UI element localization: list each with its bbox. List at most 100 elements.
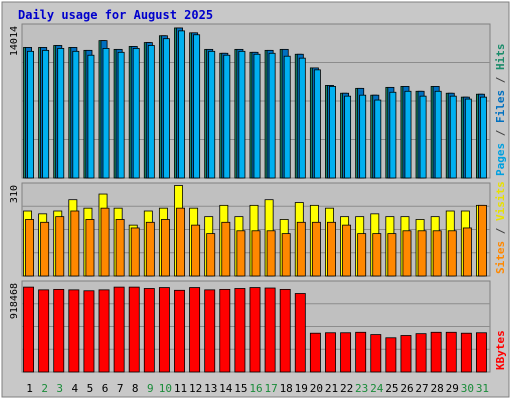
day-label-5: 5 [87,382,94,395]
bar-sites-day-19 [296,221,306,277]
bar-kbytes-day-19 [294,293,306,373]
bar-sites-day-21 [327,221,336,277]
bar-pages-day-16 [253,53,261,179]
bar-kbytes-day-26 [400,335,412,373]
bar-kbytes-day-3 [53,288,65,373]
bar-kbytes-day-29 [445,331,457,373]
day-label-12: 12 [189,382,202,395]
bar-kbytes-day-13 [204,289,216,373]
bar-pages-day-14 [223,54,231,179]
bar-pages-day-2 [42,49,50,179]
bar-pages-day-1 [27,50,34,179]
bar-sites-day-16 [251,230,261,277]
bar-kbytes-day-4 [68,289,80,373]
bar-kbytes-day-5 [83,290,95,373]
legend-label: Files [494,90,507,123]
bar-pages-day-13 [208,50,216,179]
day-label-21: 21 [325,382,338,395]
panel-bottom-max-label: 918468 [9,283,20,319]
day-label-30: 30 [461,382,474,395]
bar-kbytes-day-10 [158,287,170,373]
bar-sites-day-26 [402,230,412,277]
bar-pages-day-10 [162,38,170,179]
bar-sites-day-22 [342,224,352,277]
day-label-8: 8 [132,382,139,395]
bar-sites-day-6 [100,207,110,277]
day-label-24: 24 [370,382,384,395]
day-label-23: 23 [355,382,368,395]
bar-pages-day-30 [464,98,472,179]
bar-kbytes-day-8 [128,286,140,373]
bar-sites-day-27 [417,230,427,277]
day-label-17: 17 [264,382,277,395]
bar-pages-day-26 [404,90,412,179]
bar-pages-day-28 [434,90,442,179]
bar-pages-day-25 [389,91,397,179]
day-label-11: 11 [174,382,187,395]
legend-label: Sites [494,241,507,274]
bar-sites-day-5 [85,219,95,277]
bar-sites-day-30 [462,227,472,277]
bar-pages-day-19 [298,57,306,179]
chart-panels: 14014 Pages / Files / Hits 310 Sites / Visi… [9,23,507,373]
bar-kbytes-day-30 [460,332,472,373]
bar-kbytes-day-11 [174,289,185,373]
bar-sites-day-2 [40,221,50,277]
legend-label: Hits [494,44,507,71]
bar-pages-day-31 [479,96,487,179]
bar-sites-day-9 [145,221,155,277]
panel-middle-legend: Sites / Visits [494,181,507,274]
bar-kbytes-day-20 [309,332,321,373]
bar-sites-day-1 [25,219,35,277]
bar-kbytes-day-22 [340,332,352,373]
bar-kbytes-day-1 [23,286,35,373]
bar-pages-day-29 [449,95,457,179]
day-label-20: 20 [310,382,323,395]
day-label-28: 28 [431,382,444,395]
day-label-3: 3 [56,382,63,395]
bar-pages-day-17 [268,52,276,179]
day-label-13: 13 [204,382,217,395]
bar-sites-day-14 [221,221,231,277]
panel-top-legend: Pages / Files / Hits [494,44,507,177]
bar-pages-day-15 [238,50,246,179]
panel-top: 14014 Pages / Files / Hits [9,23,507,179]
bar-kbytes-day-27 [415,333,427,373]
bar-pages-day-7 [117,51,125,179]
bar-sites-day-23 [357,233,367,277]
bar-sites-day-24 [372,233,382,277]
legend-label: / [494,123,507,143]
bar-sites-day-18 [281,233,291,277]
bar-pages-day-21 [329,86,336,179]
day-label-22: 22 [340,382,353,395]
bar-kbytes-day-6 [98,289,110,373]
bar-kbytes-day-12 [189,287,201,373]
legend-label: Pages [494,143,507,176]
legend-label: / [494,70,507,90]
bar-pages-day-20 [313,69,321,179]
day-label-16: 16 [249,382,262,395]
bar-sites-day-13 [206,233,216,277]
panel-middle-max-label: 310 [9,185,20,203]
bar-sites-day-31 [477,204,487,277]
series-sites [25,204,487,277]
panel-bottom: 918468 KBytes [9,280,507,373]
bar-sites-day-8 [130,227,140,277]
legend-label: Visits [494,181,507,221]
bar-kbytes-day-28 [430,331,442,373]
bar-sites-day-20 [311,221,321,277]
bar-pages-day-24 [374,99,382,179]
bar-kbytes-day-9 [143,288,155,373]
day-label-31: 31 [476,382,489,395]
legend-label: KBytes [494,330,507,370]
day-label-25: 25 [385,382,398,395]
bar-pages-day-8 [132,48,140,179]
bar-pages-day-9 [147,45,155,179]
series-pages [27,30,487,179]
bar-kbytes-day-31 [475,332,487,373]
bar-sites-day-15 [236,230,246,277]
day-label-10: 10 [159,382,172,395]
panel-bottom-legend: KBytes [494,330,507,370]
bar-pages-day-5 [87,54,95,179]
bar-sites-day-4 [70,210,80,277]
